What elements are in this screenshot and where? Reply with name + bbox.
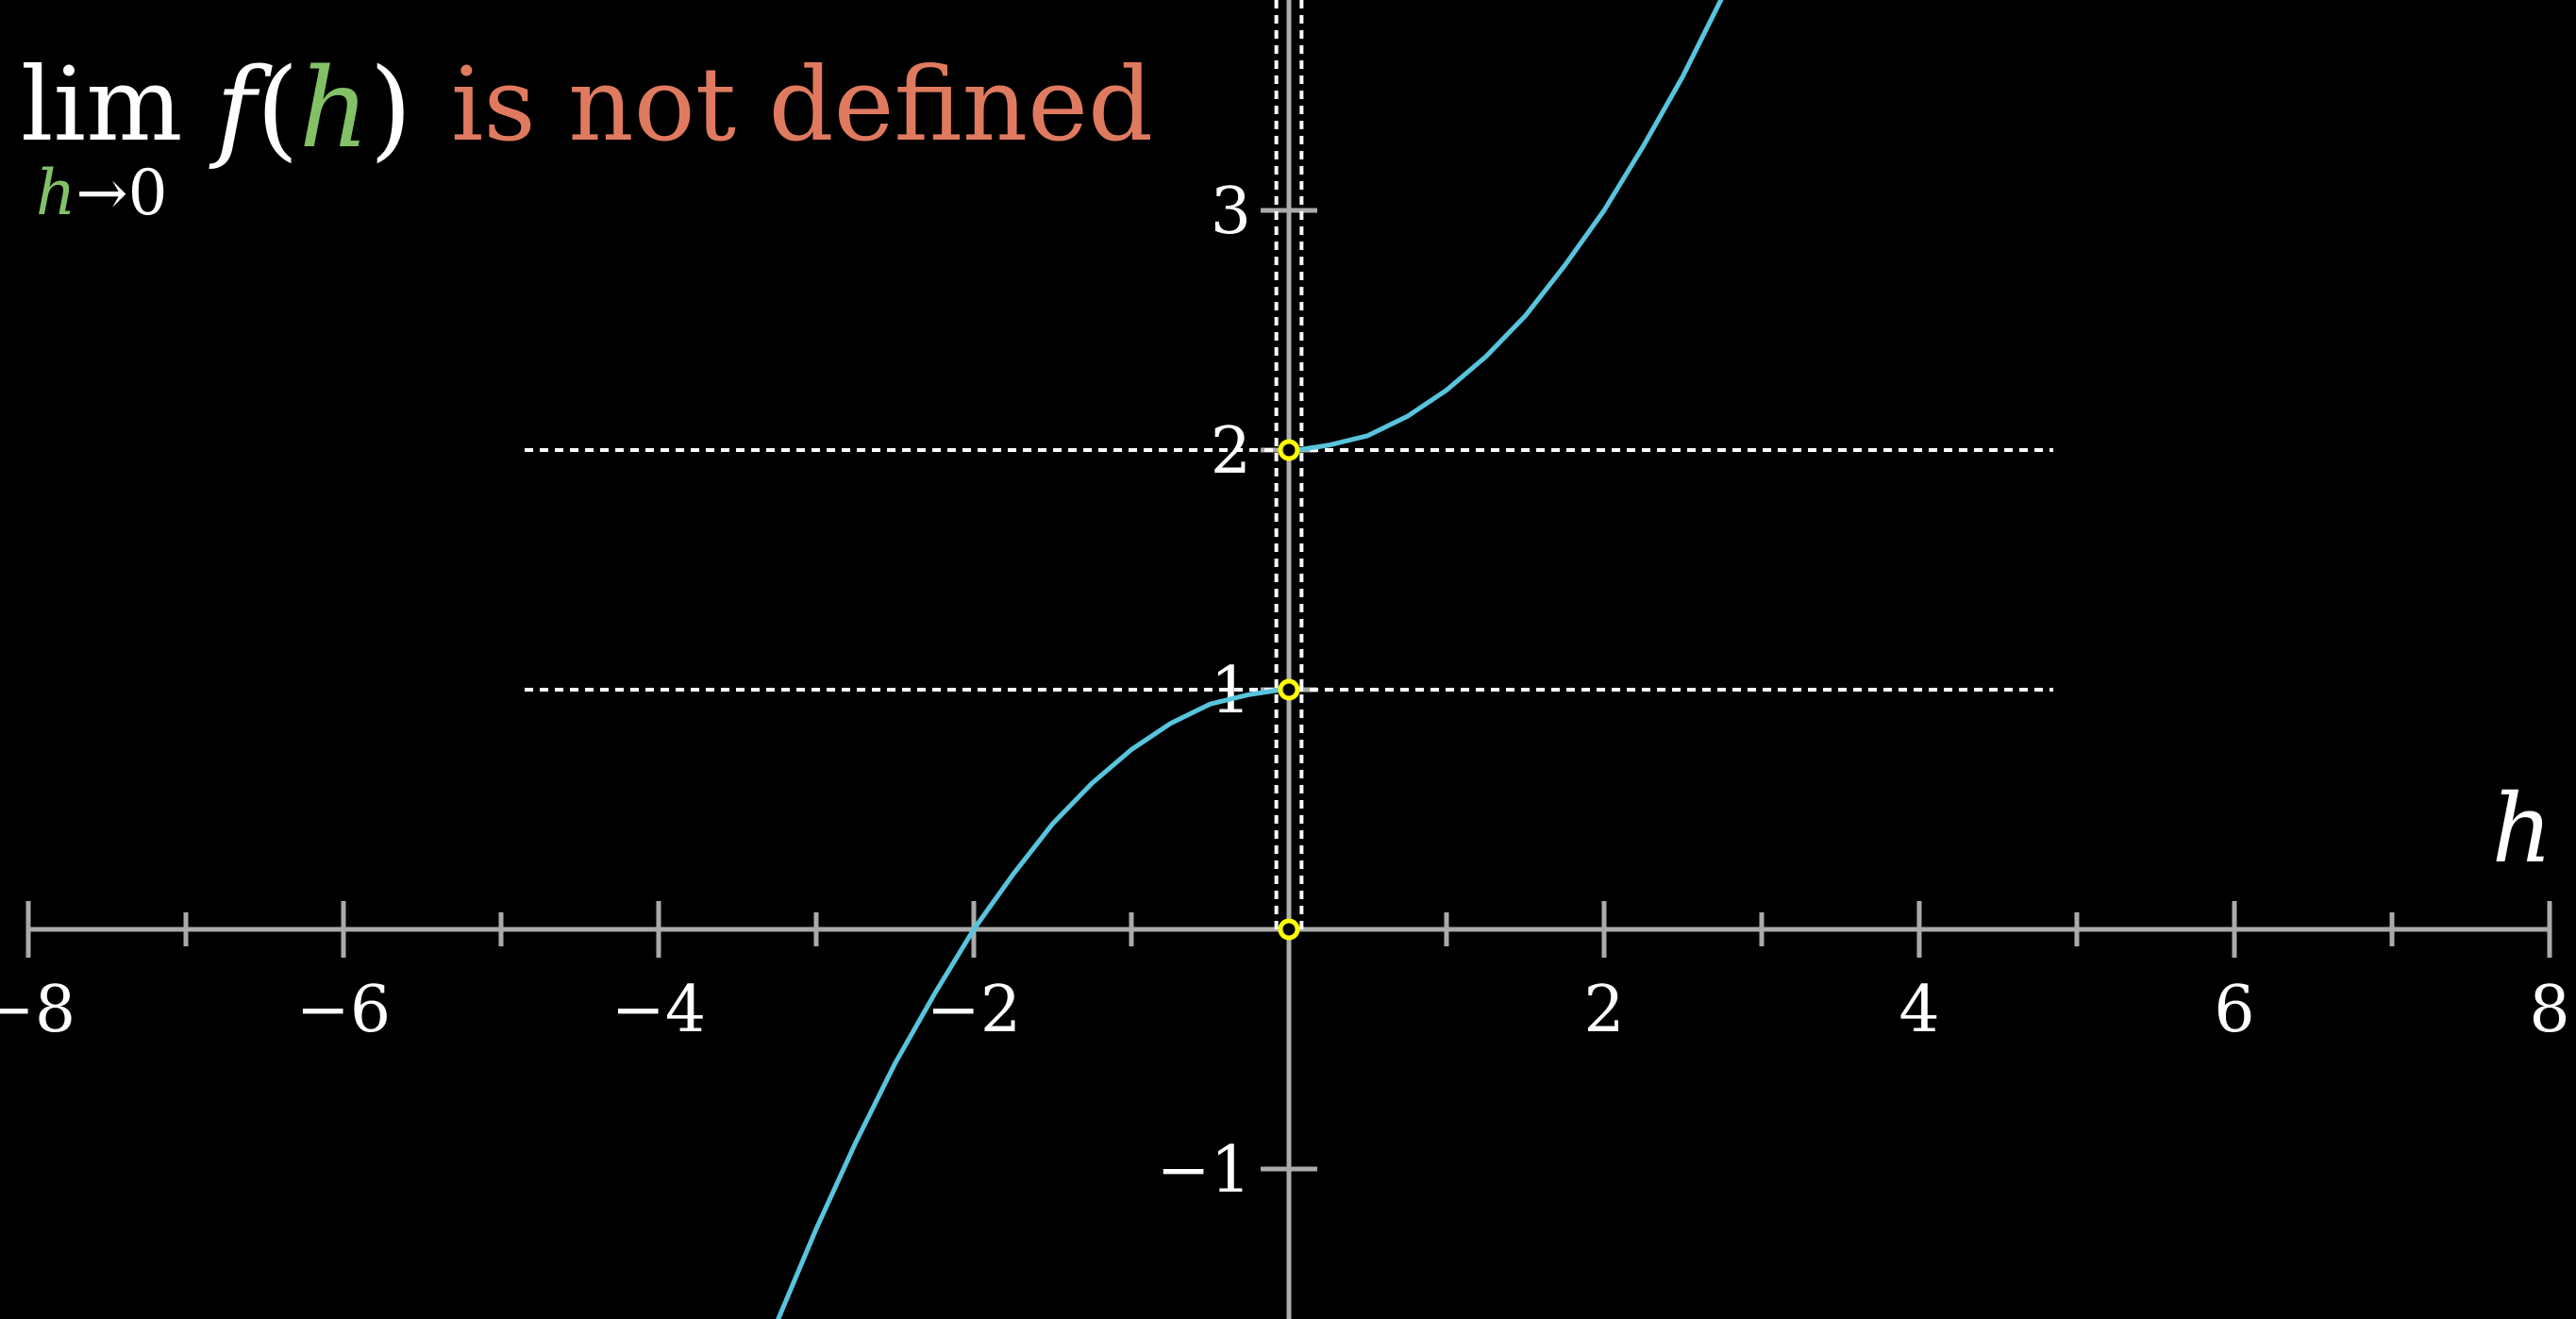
open-point-marker (1278, 439, 1300, 461)
x-tick-label: 6 (2214, 973, 2254, 1047)
x-axis-label: h (2492, 774, 2552, 884)
function-expression: f(h) (216, 55, 412, 164)
y-tick-label: −1 (1157, 1133, 1251, 1208)
x-tick-label: 2 (1583, 973, 1624, 1047)
status-text: is not defined (450, 46, 1154, 164)
y-tick-label: 1 (1211, 654, 1251, 728)
curve-left (776, 687, 1284, 1319)
x-tick-label: −6 (296, 973, 391, 1047)
curve-right (1294, 0, 1724, 453)
limit-subscript: h→0 (21, 162, 183, 225)
y-tick-label: 2 (1211, 414, 1251, 489)
y-tick-label: 3 (1211, 175, 1251, 249)
limit-approach: →0 (75, 157, 168, 229)
limit-variable: h (35, 157, 76, 229)
function-argument: h (298, 45, 370, 173)
x-tick-label: 8 (2529, 973, 2569, 1047)
limit-operator: lim h→0 (21, 55, 183, 225)
function-name: f (215, 45, 257, 173)
x-tick-label: −8 (0, 973, 75, 1047)
open-point-marker (1278, 918, 1300, 941)
open-point-marker (1278, 678, 1300, 701)
limit-statement: lim h→0 f(h) is not defined (21, 55, 1153, 225)
open-paren: ( (256, 45, 299, 173)
lim-word: lim (21, 46, 183, 164)
close-paren: ) (369, 45, 412, 173)
x-tick-label: 4 (1899, 973, 1939, 1047)
x-tick-label: −4 (611, 973, 706, 1047)
